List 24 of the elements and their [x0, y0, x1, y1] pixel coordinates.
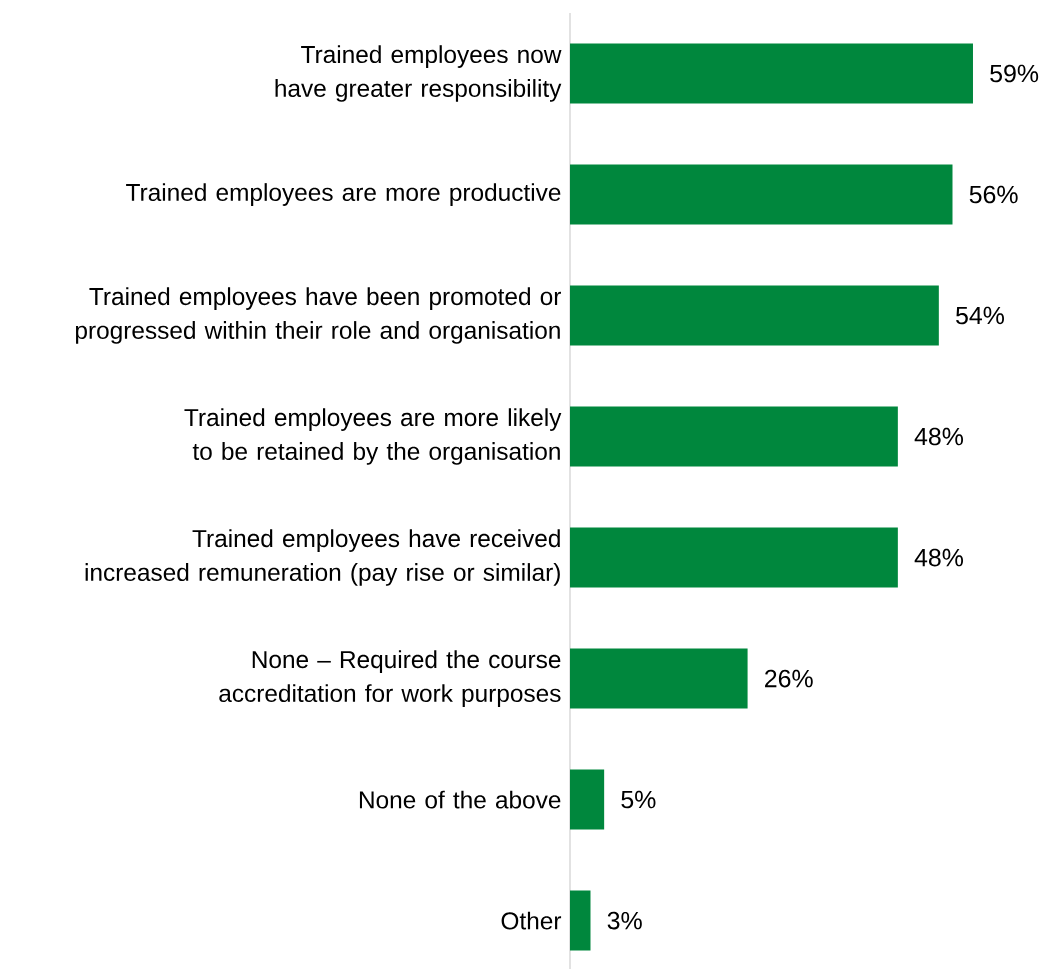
y-tick-label: Trained employees now have greater responsibility: [275, 45, 562, 102]
data-label: 3%: [607, 911, 642, 930]
data-label: 5%: [621, 790, 656, 809]
bar: [570, 43, 973, 104]
bar: [570, 164, 953, 225]
y-tick-label: Other: [501, 911, 562, 930]
data-label: 48%: [914, 548, 964, 567]
bar: [570, 527, 898, 588]
y-tick-label: None – Required the course accreditation for work purposes: [219, 650, 561, 707]
y-tick-label: Trained employees have received increased remuneration (pay rise or similar): [85, 529, 560, 586]
y-tick-label: Trained employees are more productive: [126, 183, 561, 206]
bar: [570, 890, 591, 951]
bar: [570, 648, 748, 709]
data-label: 48%: [914, 427, 964, 446]
bar: [570, 406, 898, 467]
data-label: 26%: [765, 669, 813, 688]
y-tick-label: Trained employees have been promoted or progressed within their role and organisation: [75, 287, 561, 344]
data-label: 56%: [969, 185, 1018, 204]
data-label: 54%: [956, 306, 1004, 325]
y-tick-label: Trained employees are more likely to be retained by the organisation: [184, 408, 562, 465]
bar: [570, 769, 605, 830]
y-tick-label: None of the above: [359, 790, 561, 809]
bar: [570, 285, 939, 346]
data-label: 59%: [990, 64, 1039, 83]
